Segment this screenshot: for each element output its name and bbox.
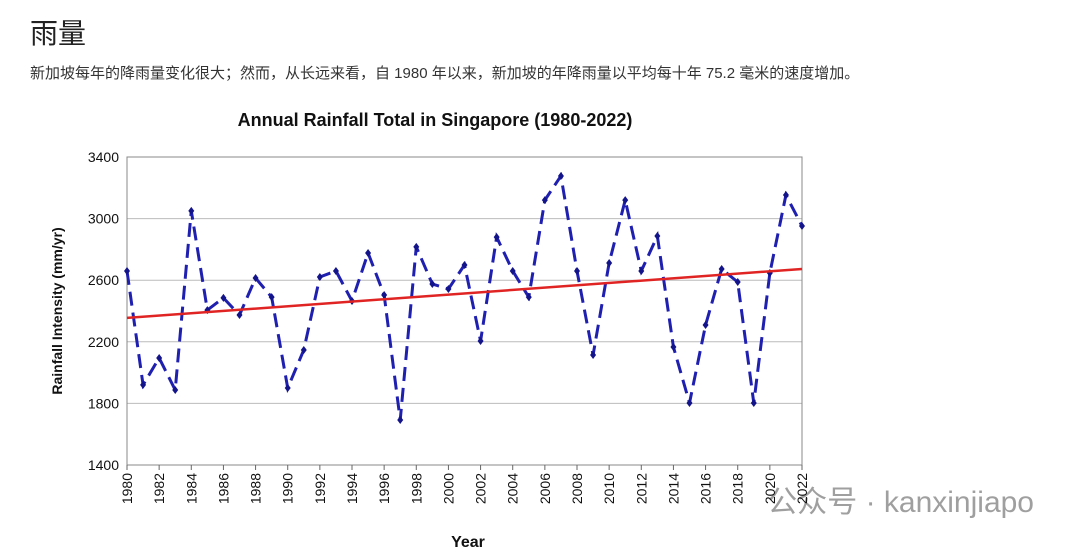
marker [300,345,307,354]
x-tick-label: 2004 [505,473,521,504]
x-tick-label: 1988 [248,473,264,504]
marker [509,266,516,275]
marker [574,266,580,275]
marker [140,380,147,389]
x-tick-label: 2014 [665,473,681,504]
marker [782,191,789,200]
x-tick-label: 1982 [151,473,167,504]
x-tick-label: 2000 [440,473,456,504]
plot-frame [126,156,803,466]
x-tick-label: 1996 [376,473,392,504]
marker [429,280,436,289]
marker [670,343,677,352]
marker [541,196,548,205]
marker [557,171,564,180]
x-tick-label: 2016 [698,473,714,504]
x-tick-label: 2006 [537,473,553,504]
marker [397,416,404,425]
y-tick-label: 1800 [88,395,119,411]
x-tick-label: 1980 [119,473,135,504]
marker [638,266,645,275]
marker [477,337,484,346]
description: 新加坡每年的降雨量变化很大；然而，从长远来看，自 1980 年以来，新加坡的年降… [30,65,860,82]
marker [493,233,500,242]
watermark: 公众号 · kanxinjiapo [767,486,1034,519]
marker [525,293,532,302]
y-axis-label: Rainfall Intensity (mm/yr) [49,227,65,394]
x-tick-label: 1990 [280,473,296,504]
marker [188,206,195,215]
marker [750,398,757,407]
x-tick-label: 1998 [408,473,424,504]
marker [718,264,725,273]
x-tick-label: 1984 [183,473,199,504]
y-tick-label: 2600 [88,272,119,288]
marker [220,293,227,302]
marker [622,196,629,205]
x-tick-label: 2002 [473,473,489,504]
x-axis-label: Year [451,534,485,551]
y-tick-label: 3000 [88,211,119,227]
marker [365,248,372,257]
x-tick-label: 1986 [215,473,231,504]
marker [332,266,339,275]
x-tick-label: 1994 [344,473,360,504]
marker [252,274,259,283]
marker [156,353,163,362]
y-tick-label: 1400 [88,457,119,473]
marker [236,311,243,320]
marker [445,284,452,293]
marker [268,293,275,302]
marker [381,290,388,299]
marker [654,232,661,241]
x-tick-label: 2020 [762,473,778,504]
x-tick-label: 1992 [312,473,328,504]
marker [284,384,291,392]
x-tick-label: 2018 [730,473,746,504]
marker [172,386,179,395]
marker [461,260,468,269]
y-tick-label: 3400 [88,149,119,165]
marker [316,272,323,281]
chart-title: Annual Rainfall Total in Singapore (1980… [238,110,633,130]
page-title: 雨量 [30,18,87,49]
data-line [125,171,804,421]
y-tick-label: 2200 [88,334,119,350]
marker [799,221,805,230]
marker [702,321,709,330]
marker [413,242,420,251]
x-tick-label: 2022 [794,473,810,504]
x-tick-label: 2008 [569,473,585,504]
trend-line [126,267,803,320]
x-tick-label: 2010 [601,473,617,504]
marker [606,258,613,267]
marker [124,266,130,275]
x-tick-label: 2012 [633,473,649,504]
marker [590,351,597,360]
marker [734,278,741,287]
marker [686,398,693,407]
